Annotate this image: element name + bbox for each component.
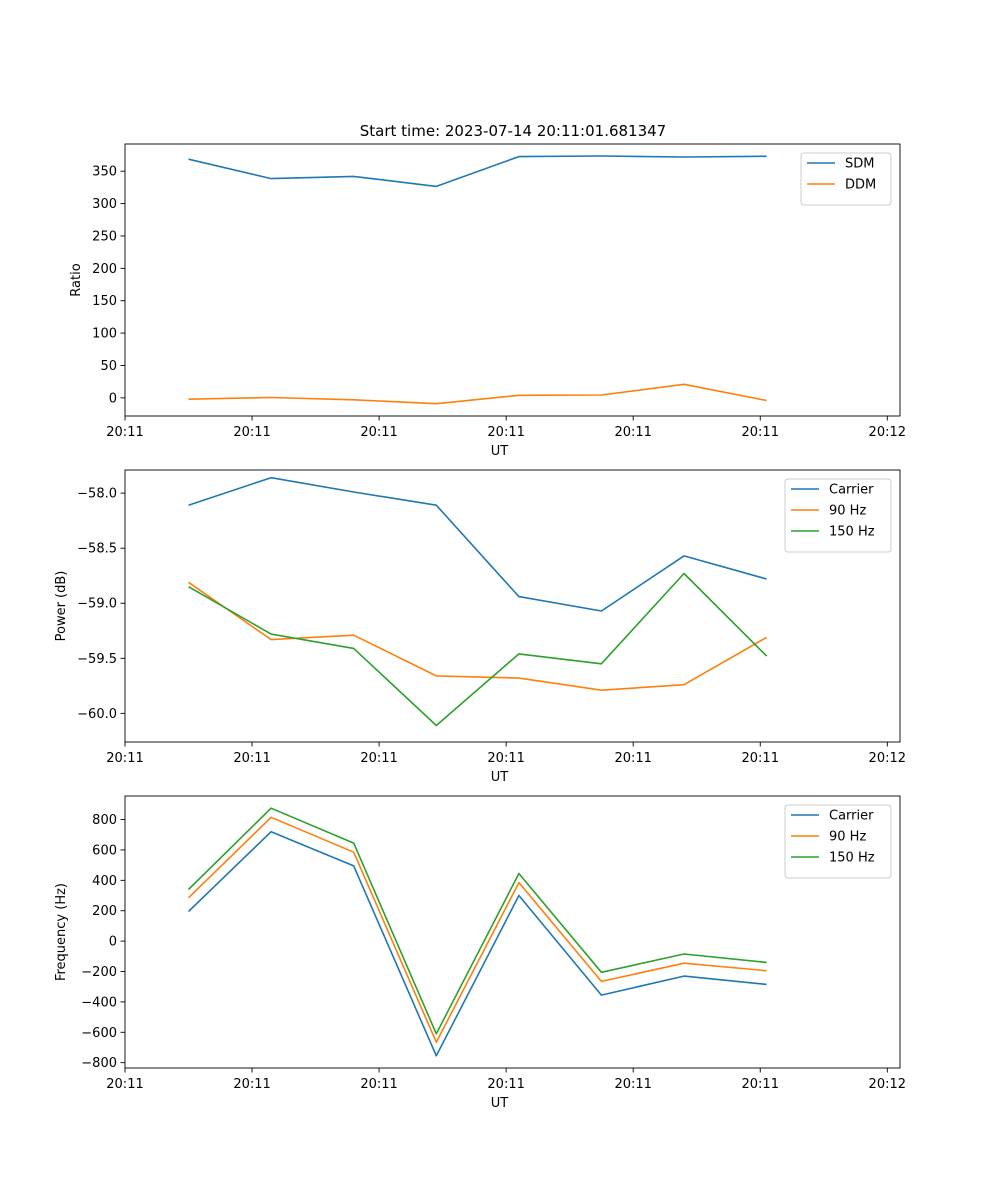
series-line-150-hz xyxy=(188,572,768,727)
x-tick-label: 20:11 xyxy=(742,425,779,440)
x-tick-label: 20:11 xyxy=(614,1077,651,1092)
x-tick-label: 20:11 xyxy=(233,751,270,766)
y-tick-label: −200 xyxy=(81,965,117,980)
legend-label-150-hz: 150 Hz xyxy=(829,525,875,540)
y-tick-label: 250 xyxy=(92,229,117,244)
axes-frame xyxy=(124,795,901,1069)
x-tick-label: 20:11 xyxy=(106,751,143,766)
series-line-90-hz xyxy=(187,816,767,1043)
y-tick-label: 300 xyxy=(92,197,117,212)
x-axis-label: UT xyxy=(491,770,509,785)
y-tick-label: −60.0 xyxy=(77,707,117,722)
axes-frame xyxy=(124,143,901,417)
panels: 20:11 20:11 20:11 20:11 20:11 20:11 20:12 0 50 10… xyxy=(54,143,906,1111)
legend-box xyxy=(800,152,892,206)
x-tick-label: 20:11 xyxy=(106,1077,143,1092)
y-tick-label: −59.5 xyxy=(77,652,117,667)
x-tick-label: 20:11 xyxy=(233,425,270,440)
y-tick-label: 100 xyxy=(92,327,117,342)
chart-power: 20:11 20:11 20:11 20:11 20:11 20:11 20:12 −60.0… xyxy=(54,469,906,785)
y-tick-label: 200 xyxy=(92,904,117,919)
x-tick-label: 20:11 xyxy=(360,425,397,440)
legend-label-sdm: SDM xyxy=(845,157,874,172)
series-line-carrier xyxy=(188,476,767,612)
legend: Carrier 90 Hz 150 Hz xyxy=(784,804,892,879)
x-tick-label: 20:11 xyxy=(487,425,524,440)
y-tick-label: −800 xyxy=(81,1056,117,1071)
legend-label-carrier: Carrier xyxy=(829,483,874,498)
x-tick-label: 20:12 xyxy=(869,425,906,440)
x-axis-label: UT xyxy=(491,444,509,459)
x-tick-label: 20:11 xyxy=(487,1077,524,1092)
legend: Carrier 90 Hz 150 Hz xyxy=(784,478,892,553)
series-line-carrier xyxy=(187,830,767,1057)
y-tick-label: 0 xyxy=(109,391,117,406)
series-line-ddm xyxy=(188,383,767,405)
chart-ratio: 20:11 20:11 20:11 20:11 20:11 20:11 20:12 0 50 10… xyxy=(69,143,906,459)
x-tick-label: 20:12 xyxy=(869,1077,906,1092)
y-tick-label: 200 xyxy=(92,262,117,277)
x-tick-label: 20:11 xyxy=(360,1077,397,1092)
x-tick-label: 20:11 xyxy=(614,751,651,766)
series-line-sdm xyxy=(188,155,767,188)
legend-box xyxy=(784,478,892,553)
x-tick-label: 20:11 xyxy=(106,425,143,440)
y-tick-label: 50 xyxy=(100,359,117,374)
x-tick-label: 20:11 xyxy=(233,1077,270,1092)
y-tick-label: 400 xyxy=(92,874,117,889)
legend-label-90-hz: 90 Hz xyxy=(829,504,866,519)
y-axis-label: Ratio xyxy=(69,263,84,296)
y-tick-label: −600 xyxy=(81,1026,117,1041)
x-tick-label: 20:11 xyxy=(487,751,524,766)
legend-label-150-hz: 150 Hz xyxy=(829,851,875,866)
legend-label-90-hz: 90 Hz xyxy=(829,830,866,845)
y-tick-label: −58.0 xyxy=(77,487,117,502)
y-tick-label: −400 xyxy=(81,995,117,1010)
chart-frequency: 20:11 20:11 20:11 20:11 20:11 20:11 20:12 −800 −… xyxy=(54,795,906,1111)
series-line-90-hz xyxy=(188,581,767,692)
x-tick-label: 20:12 xyxy=(869,751,906,766)
y-axis-label: Power (dB) xyxy=(54,571,69,642)
x-tick-label: 20:11 xyxy=(614,425,651,440)
y-tick-label: 150 xyxy=(92,294,117,309)
x-tick-label: 20:11 xyxy=(742,751,779,766)
x-axis-label: UT xyxy=(491,1096,509,1111)
y-tick-label: −59.0 xyxy=(77,597,117,612)
y-tick-label: 600 xyxy=(92,843,117,858)
y-tick-label: −58.5 xyxy=(77,542,117,557)
y-axis-label: Frequency (Hz) xyxy=(54,883,69,981)
y-tick-label: 800 xyxy=(92,813,117,828)
legend-box xyxy=(784,804,892,879)
y-tick-label: 350 xyxy=(92,165,117,180)
x-tick-label: 20:11 xyxy=(360,751,397,766)
x-tick-label: 20:11 xyxy=(742,1077,779,1092)
legend-label-ddm: DDM xyxy=(845,178,876,193)
legend: SDM DDM xyxy=(800,152,892,206)
y-tick-label: 0 xyxy=(109,935,117,950)
series-line-150-hz xyxy=(187,807,767,1035)
axes-frame xyxy=(124,469,901,743)
figure-title: Start time: 2023-07-14 20:11:01.681347 xyxy=(360,122,666,140)
legend-label-carrier: Carrier xyxy=(829,809,874,824)
